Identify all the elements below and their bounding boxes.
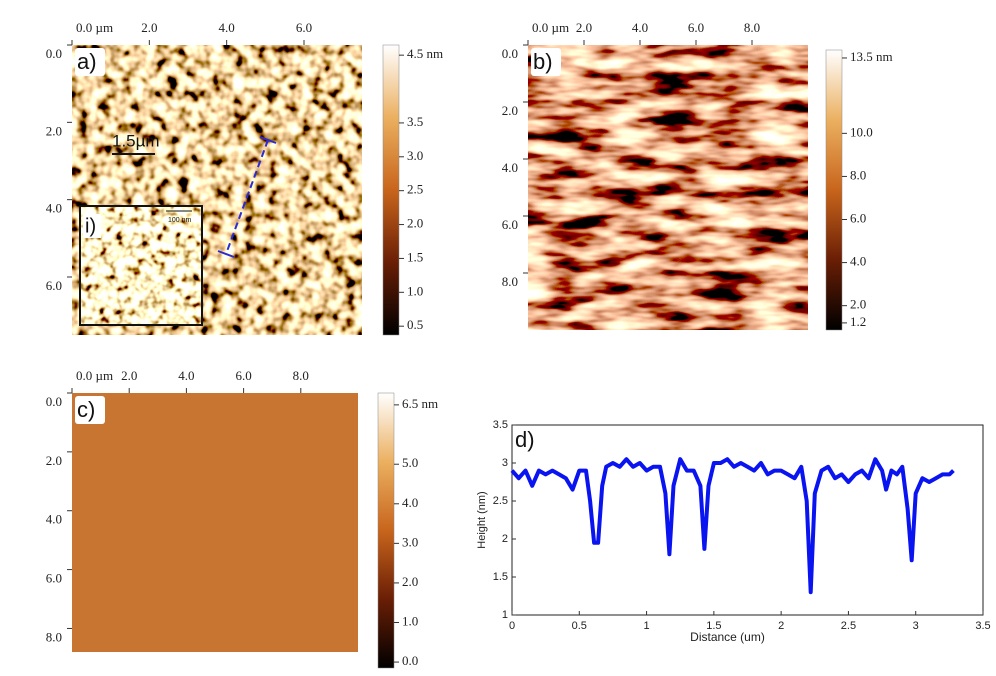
x-tick-label: 8.0 — [744, 20, 760, 35]
colorbar-tick-label: 2.0 — [402, 574, 418, 589]
x-tick-label: 0.5 — [572, 620, 587, 632]
y-tick-label: 1.5 — [493, 571, 508, 583]
x-tick-label: 3.5 — [975, 620, 990, 632]
y-tick-label: 8.0 — [502, 274, 518, 289]
y-tick-label: 0.0 — [502, 46, 518, 61]
x-tick-label: 8.0 — [293, 368, 309, 383]
inset-frame — [79, 205, 203, 326]
y-tick-label: 6.0 — [46, 278, 62, 293]
x-tick-label: 1 — [644, 620, 650, 632]
panel-label: a) — [77, 49, 97, 74]
y-axis-label: Height (nm) — [476, 491, 488, 548]
scale-bar-label: 1.5µm — [112, 131, 160, 150]
colorbar-tick-label: 6.5 nm — [402, 396, 438, 411]
colorbar-tick-label: 4.5 nm — [407, 46, 443, 61]
colorbar-tick-label: 4.0 — [402, 495, 418, 510]
colorbar-tick-label: 6.0 — [850, 210, 866, 225]
profile-cap — [259, 136, 277, 144]
y-tick-label: 2.0 — [46, 123, 62, 138]
profile-curve — [510, 457, 955, 595]
x-tick-label: 1.5 — [706, 620, 721, 632]
x-tick-label: 3 — [913, 620, 919, 632]
colorbar-tick-label: 1.0 — [407, 283, 423, 298]
colorbar-tick-label: 2.0 — [407, 216, 423, 231]
y-tick-label: 4.0 — [46, 512, 62, 527]
x-tick-label: 0.0 µm — [76, 20, 113, 35]
y-tick-label: 1 — [502, 609, 508, 621]
inset-scale-label: 100 nm — [168, 217, 192, 224]
afm-image — [528, 45, 808, 330]
panel-label-box — [75, 48, 105, 76]
inset-label-box — [83, 214, 101, 238]
y-tick-label: 3 — [502, 457, 508, 469]
x-tick-label: 0 — [509, 620, 515, 632]
colorbar-tick-label: 2.0 — [850, 297, 866, 312]
y-tick-label: 2 — [502, 533, 508, 545]
y-tick-label: 6.0 — [502, 217, 518, 232]
colorbar — [825, 49, 843, 331]
inset-label: i) — [85, 215, 96, 237]
colorbar-tick-label: 3.0 — [402, 534, 418, 549]
x-tick-label: 4.0 — [178, 368, 194, 383]
colorbar — [377, 392, 395, 669]
y-tick-label: 2.5 — [493, 495, 508, 507]
x-tick-label: 2.0 — [121, 368, 137, 383]
colorbar — [382, 44, 400, 336]
colorbar-tick-label: 0.0 — [402, 653, 418, 668]
colorbar-tick-label: 2.5 — [407, 182, 423, 197]
x-tick-label: 0.0 µm — [76, 368, 113, 383]
panel-label: d) — [515, 427, 535, 452]
panel-label-box — [531, 48, 561, 76]
colorbar-tick-label: 1.5 — [407, 249, 423, 264]
y-tick-label: 3.5 — [493, 419, 508, 431]
y-tick-label: 2.0 — [502, 103, 518, 118]
panel-label: c) — [77, 397, 95, 422]
panel-label: b) — [533, 49, 553, 74]
y-tick-label: 4.0 — [502, 160, 518, 175]
y-tick-label: 6.0 — [46, 571, 62, 586]
x-axis-label: Distance (um) — [690, 630, 765, 644]
y-tick-label: 0.0 — [46, 394, 62, 409]
colorbar-tick-label: 1.0 — [402, 613, 418, 628]
colorbar-tick-label: 0.5 — [407, 317, 423, 332]
x-tick-label: 2.0 — [141, 20, 157, 35]
colorbar-tick-label: 1.2 — [850, 314, 866, 329]
panel-label-box — [75, 396, 105, 424]
x-tick-label: 6.0 — [235, 368, 251, 383]
colorbar-tick-label: 13.5 nm — [850, 49, 893, 64]
x-tick-label: 4.0 — [219, 20, 235, 35]
y-tick-label: 2.0 — [46, 453, 62, 468]
colorbar-tick-label: 8.0 — [850, 167, 866, 182]
x-tick-label: 0.0 µm — [532, 20, 569, 35]
x-tick-label: 2.5 — [841, 620, 856, 632]
x-tick-label: 6.0 — [688, 20, 704, 35]
x-tick-label: 6.0 — [296, 20, 312, 35]
y-tick-label: 8.0 — [46, 629, 62, 644]
colorbar-tick-label: 4.0 — [850, 254, 866, 269]
x-tick-label: 2 — [778, 620, 784, 632]
profile-line — [225, 139, 269, 255]
colorbar-tick-label: 3.0 — [407, 148, 423, 163]
profile-cap — [217, 250, 235, 258]
x-tick-label: 4.0 — [632, 20, 648, 35]
colorbar-tick-label: 5.0 — [402, 455, 418, 470]
colorbar-tick-label: 10.0 — [850, 124, 873, 139]
y-tick-label: 0.0 — [46, 46, 62, 61]
x-tick-label: 2.0 — [576, 20, 592, 35]
colorbar-tick-label: 3.5 — [407, 114, 423, 129]
y-tick-label: 4.0 — [46, 201, 62, 216]
afm-image — [72, 393, 358, 652]
